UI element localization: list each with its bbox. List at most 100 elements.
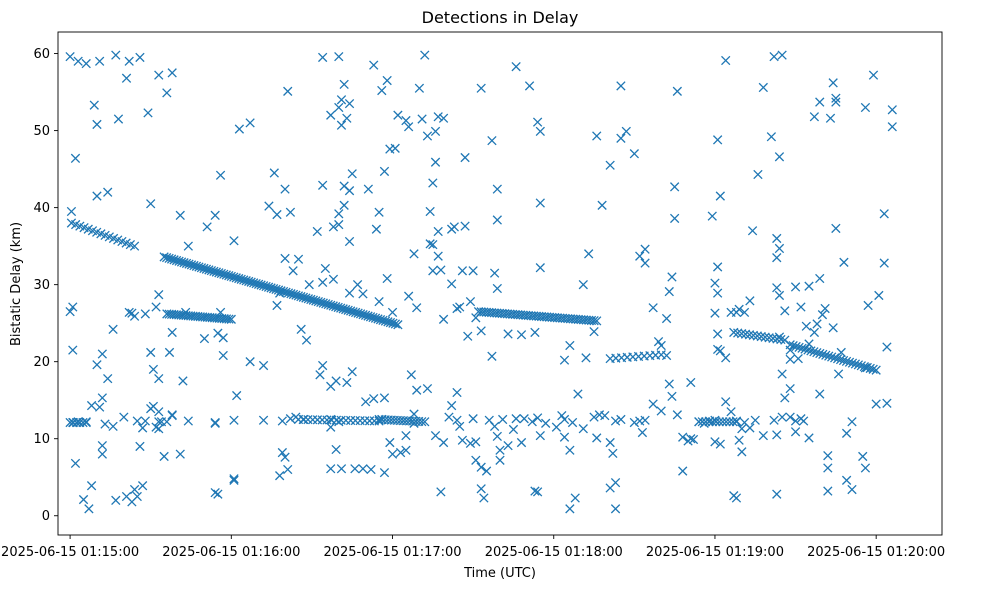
scatter-point bbox=[326, 422, 336, 432]
scatter-point bbox=[694, 417, 704, 427]
scatter-point bbox=[610, 477, 621, 488]
scatter-point bbox=[412, 385, 422, 395]
x-tick-label: 2025-06-15 01:18:00 bbox=[485, 545, 623, 560]
y-tick-label: 40 bbox=[33, 201, 50, 216]
scatter-point bbox=[589, 326, 599, 337]
scatter-point bbox=[527, 417, 537, 427]
scatter-point bbox=[640, 244, 650, 254]
scatter-point bbox=[137, 423, 148, 433]
scatter-point bbox=[777, 369, 787, 379]
scatter-point bbox=[283, 86, 293, 96]
scatter-point bbox=[476, 326, 486, 336]
scatter-point bbox=[92, 191, 102, 201]
scatter-point bbox=[774, 290, 785, 301]
scatter-point bbox=[280, 452, 290, 462]
scatter-point bbox=[707, 211, 717, 221]
scatter-point bbox=[183, 416, 193, 426]
scatter-point bbox=[712, 135, 723, 145]
x-tick-label: 2025-06-15 01:16:00 bbox=[162, 545, 300, 560]
track-point bbox=[830, 353, 840, 363]
scatter-point bbox=[412, 303, 422, 313]
scatter-point bbox=[640, 258, 650, 268]
scatter-point bbox=[516, 437, 527, 448]
scatter-point bbox=[318, 360, 328, 371]
scatter-point bbox=[277, 416, 288, 426]
scatter-point bbox=[366, 464, 376, 475]
scatter-point bbox=[874, 290, 884, 301]
scatter-point bbox=[301, 335, 312, 345]
scatter-point bbox=[616, 414, 626, 425]
scatter-point bbox=[97, 449, 107, 459]
scatter-point bbox=[111, 495, 121, 505]
scatter-point bbox=[817, 310, 828, 320]
scatter-point bbox=[734, 435, 744, 445]
y-tick-label: 50 bbox=[33, 124, 50, 139]
scatter-point bbox=[272, 209, 282, 220]
scatter-point bbox=[159, 451, 169, 462]
scatter-point bbox=[882, 398, 892, 408]
y-axis: 0 10 20 30 40 50 60 bbox=[33, 47, 58, 524]
scatter-point bbox=[269, 168, 279, 178]
scatter-point bbox=[476, 484, 486, 494]
scatter-point bbox=[178, 376, 188, 386]
track-point bbox=[806, 346, 816, 356]
scatter-point bbox=[326, 110, 336, 120]
track-point bbox=[850, 359, 861, 369]
scatter-point bbox=[664, 286, 674, 297]
scatter-point bbox=[664, 379, 674, 389]
track-point bbox=[224, 314, 234, 324]
scatter-point bbox=[809, 327, 820, 338]
scatter-point bbox=[401, 430, 411, 441]
chart-title: Detections in Delay bbox=[422, 8, 579, 27]
scatter-point bbox=[492, 184, 502, 194]
scatter-point bbox=[492, 283, 502, 294]
track-point bbox=[226, 314, 236, 324]
scatter-point bbox=[535, 198, 545, 208]
scatter-point bbox=[809, 112, 820, 122]
scatter-point bbox=[218, 350, 228, 361]
scatter-point bbox=[712, 262, 723, 272]
scatter-point bbox=[420, 50, 430, 60]
scatter-point bbox=[468, 266, 478, 276]
x-tick-label: 2025-06-15 01:19:00 bbox=[646, 545, 784, 560]
scatter-point bbox=[371, 224, 382, 234]
track-point bbox=[800, 344, 810, 354]
track-point bbox=[721, 417, 731, 427]
scatter-point bbox=[860, 102, 871, 113]
scatter-point bbox=[154, 424, 164, 434]
scatter-point bbox=[436, 265, 446, 275]
scatter-point bbox=[753, 169, 763, 180]
scatter-point bbox=[280, 253, 290, 264]
scatter-point bbox=[747, 226, 758, 236]
scatter-point bbox=[339, 181, 349, 191]
scatter-point bbox=[804, 339, 814, 349]
plot-frame bbox=[57, 31, 943, 536]
scatter-point bbox=[710, 415, 720, 425]
scatter-point bbox=[774, 332, 785, 342]
track-point bbox=[417, 416, 427, 427]
scatter-point bbox=[825, 113, 836, 123]
scatter-point bbox=[334, 102, 344, 113]
scatter-point bbox=[610, 416, 621, 426]
scatter-point bbox=[374, 296, 384, 307]
scatter-point bbox=[721, 353, 731, 363]
scatter-point bbox=[210, 210, 220, 220]
track-point bbox=[420, 417, 430, 427]
scatter-point bbox=[280, 184, 290, 194]
scatter-point bbox=[457, 266, 468, 276]
scatter-point bbox=[65, 51, 75, 62]
scatter-point bbox=[661, 313, 672, 324]
scatter-point bbox=[336, 120, 347, 130]
scatter-point bbox=[471, 437, 481, 447]
scatter-point bbox=[229, 475, 239, 485]
scatter-point bbox=[210, 418, 220, 428]
scatter-point bbox=[492, 215, 502, 225]
scatter-point bbox=[455, 421, 465, 432]
scatter-point bbox=[629, 149, 640, 159]
scatter-point bbox=[656, 406, 666, 416]
scatter-point bbox=[734, 304, 744, 314]
scatter-point bbox=[492, 431, 502, 442]
scatter-point bbox=[70, 153, 81, 163]
scatter-point bbox=[519, 414, 529, 424]
